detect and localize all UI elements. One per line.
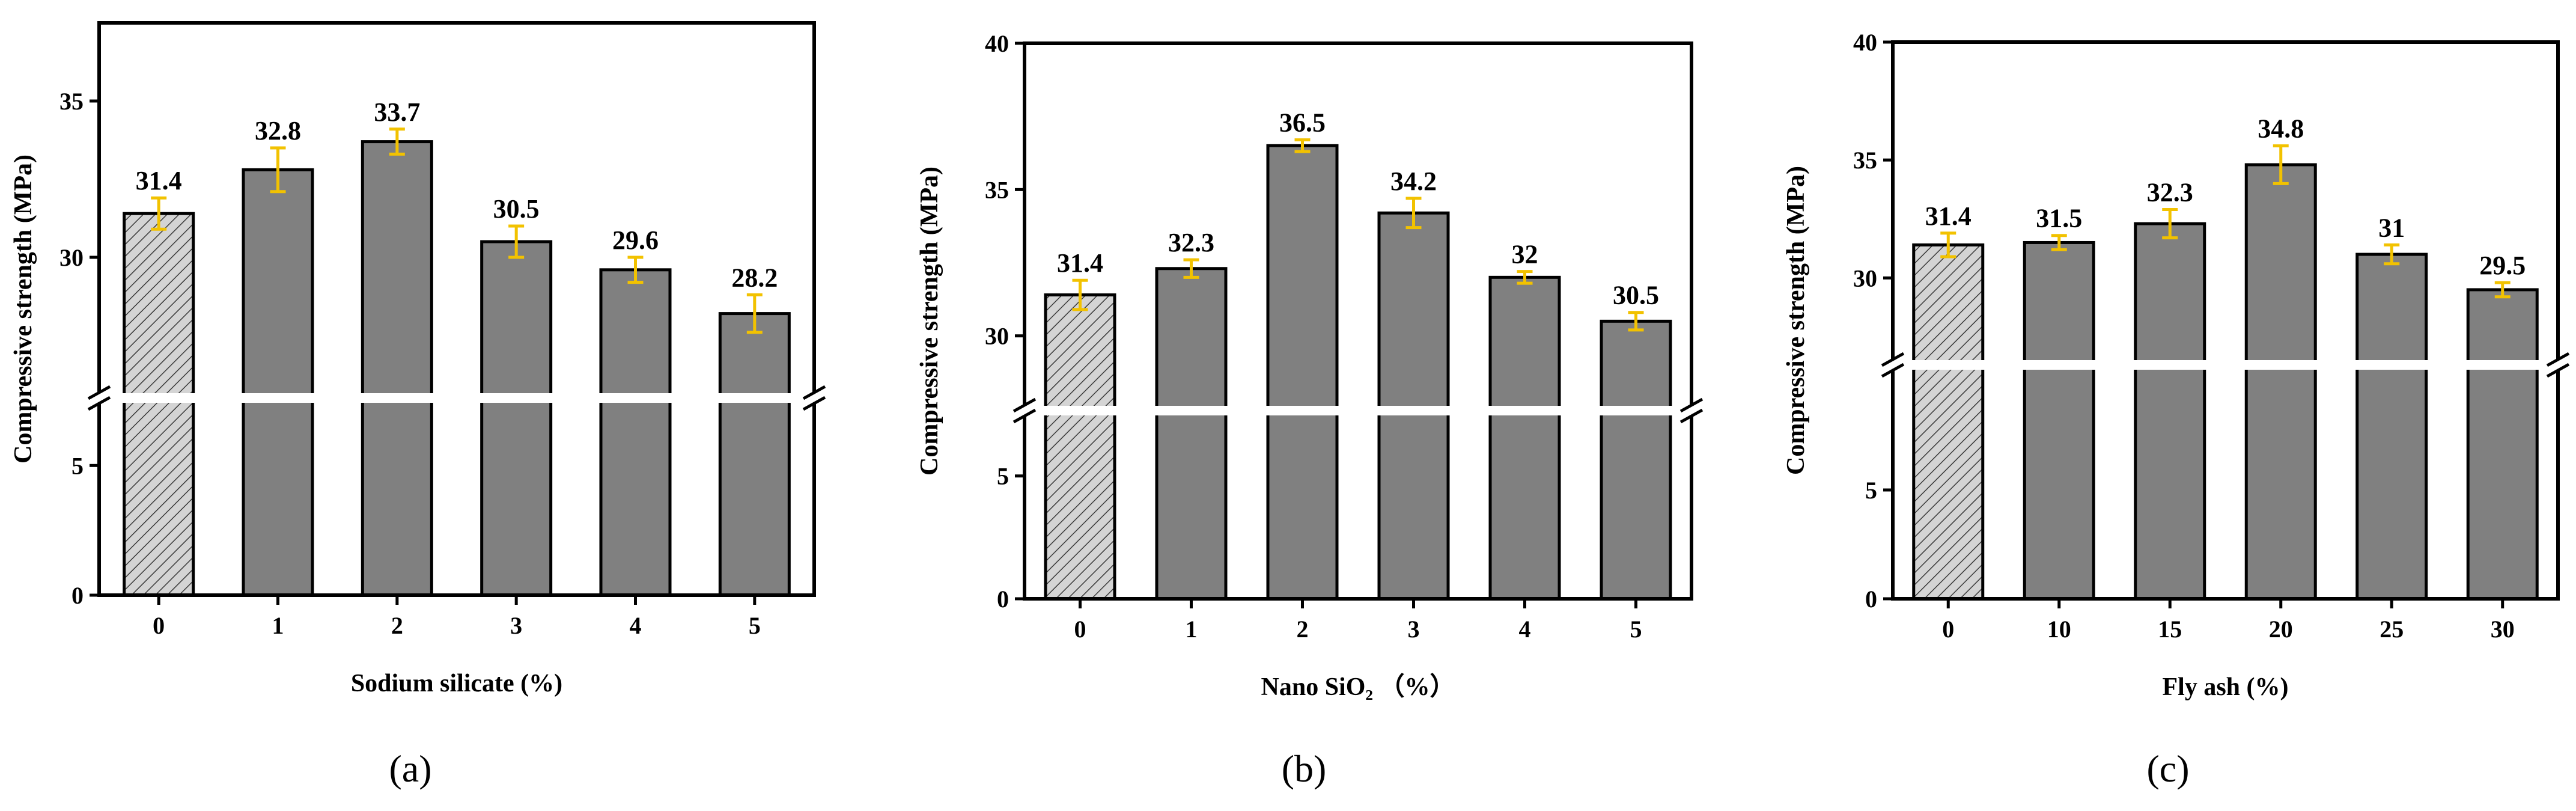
- plot-frame: [1893, 42, 2558, 599]
- plot-frame: [1025, 43, 1691, 599]
- panel-label: (c): [2146, 747, 2189, 790]
- x-tick-label: 0: [1942, 616, 1954, 643]
- data-label: 31.4: [1925, 201, 1972, 231]
- x-tick-label: 1: [272, 612, 284, 639]
- y-tick-label: 0: [997, 586, 1009, 613]
- bar: [1601, 321, 1670, 599]
- y-tick-label: 5: [1865, 477, 1877, 504]
- x-tick-label: 5: [1630, 616, 1642, 643]
- bar: [1157, 269, 1226, 599]
- data-label: 31.5: [2036, 204, 2082, 233]
- data-label: 32.8: [255, 116, 301, 145]
- y-tick-label: 0: [72, 582, 84, 609]
- x-tick-label: 3: [510, 612, 522, 639]
- x-tick-label: 2: [391, 612, 403, 639]
- x-tick-label: 15: [2158, 616, 2182, 643]
- x-axis-title: Nano SiO₂ （%）: [1261, 673, 1455, 701]
- y-tick-label: 35: [59, 88, 84, 115]
- plot-frame: [99, 23, 814, 595]
- data-label: 29.5: [2479, 251, 2526, 280]
- y-tick-label: 5: [997, 463, 1009, 490]
- axis-break-band: [87, 393, 826, 403]
- y-axis-title: Compressive strength (MPa): [10, 155, 37, 464]
- x-axis-title: Fly ash (%): [2163, 673, 2289, 701]
- bar: [601, 270, 670, 595]
- data-label: 36.5: [1279, 108, 1326, 138]
- y-tick-label: 5: [72, 452, 84, 479]
- bar: [2024, 242, 2093, 599]
- axis-break-band: [1012, 406, 1704, 415]
- data-label: 33.7: [374, 97, 420, 127]
- y-tick-label: 35: [1853, 147, 1877, 174]
- x-tick-label: 2: [1297, 616, 1309, 643]
- axis-break-band: [1881, 360, 2570, 370]
- figure-canvas: 31.432.833.730.529.628.20 1 2 3 4 5053035Sodi…: [0, 0, 2576, 811]
- data-label: 31.4: [1057, 248, 1103, 278]
- x-tick-label: 30: [2491, 616, 2515, 643]
- data-label: 32: [1512, 240, 1538, 269]
- x-tick-label: 20: [2269, 616, 2293, 643]
- bar: [1268, 145, 1337, 599]
- bar: [1046, 295, 1115, 599]
- bar: [124, 213, 193, 595]
- panel-label: (a): [389, 747, 431, 790]
- data-label: 34.2: [1390, 167, 1437, 196]
- chart-panel-a: 31.4 32.8 33.7 30.5 29.6 28.2 0 1 2 3 4 5 0 5 30 35 Sodi…: [10, 23, 826, 790]
- bar: [2246, 165, 2315, 599]
- y-tick-label: 40: [1853, 29, 1877, 56]
- bar: [243, 170, 312, 595]
- bar: [2468, 290, 2537, 599]
- x-tick-label: 0: [1074, 616, 1086, 643]
- y-tick-label: 40: [985, 30, 1009, 57]
- data-label: 34.8: [2258, 114, 2304, 144]
- y-axis-title: Compressive strength (MPa): [916, 167, 943, 476]
- data-label: 30.5: [1613, 281, 1659, 310]
- y-tick-label: 30: [985, 323, 1009, 350]
- y-tick-label: 30: [1853, 265, 1877, 292]
- x-tick-label: 25: [2380, 616, 2404, 643]
- x-tick-label: 0: [153, 612, 165, 639]
- x-tick-label: 4: [630, 612, 642, 639]
- bar: [2136, 224, 2205, 599]
- x-tick-label: 1: [1186, 616, 1198, 643]
- x-tick-label: 10: [2047, 616, 2071, 643]
- x-tick-label: 3: [1408, 616, 1420, 643]
- chart-panel-b: 31.4 32.3 36.5 34.2 32 30.5 0 1 2 3 4 5 0 5 30 35 40 Nano…: [916, 30, 1704, 790]
- bar: [482, 242, 551, 595]
- bar: [362, 142, 431, 595]
- bar: [2357, 254, 2426, 599]
- data-label: 32.3: [1168, 228, 1214, 257]
- x-axis-title: Sodium silicate (%): [351, 670, 562, 697]
- chart-panel-c: 31.4 31.5 32.3 34.8 31 29.5 0 10 15 20 25 30 0 5 30 35 4…: [1782, 29, 2570, 790]
- y-tick-label: 0: [1865, 586, 1877, 613]
- data-label: 31: [2378, 213, 2405, 242]
- y-axis-title: Compressive strength (MPa): [1782, 166, 1810, 475]
- data-label: 32.3: [2147, 178, 2193, 207]
- bar: [1490, 277, 1559, 599]
- panel-label: (b): [1282, 747, 1327, 790]
- x-tick-label: 5: [749, 612, 761, 639]
- data-label: 28.2: [731, 263, 778, 292]
- y-tick-label: 30: [59, 244, 84, 271]
- bar: [720, 314, 789, 595]
- data-label: 29.6: [612, 225, 659, 255]
- y-tick-label: 35: [985, 176, 1009, 203]
- bar: [1914, 245, 1983, 599]
- x-tick-label: 4: [1519, 616, 1531, 643]
- data-label: 31.4: [136, 166, 182, 195]
- data-label: 30.5: [493, 194, 540, 224]
